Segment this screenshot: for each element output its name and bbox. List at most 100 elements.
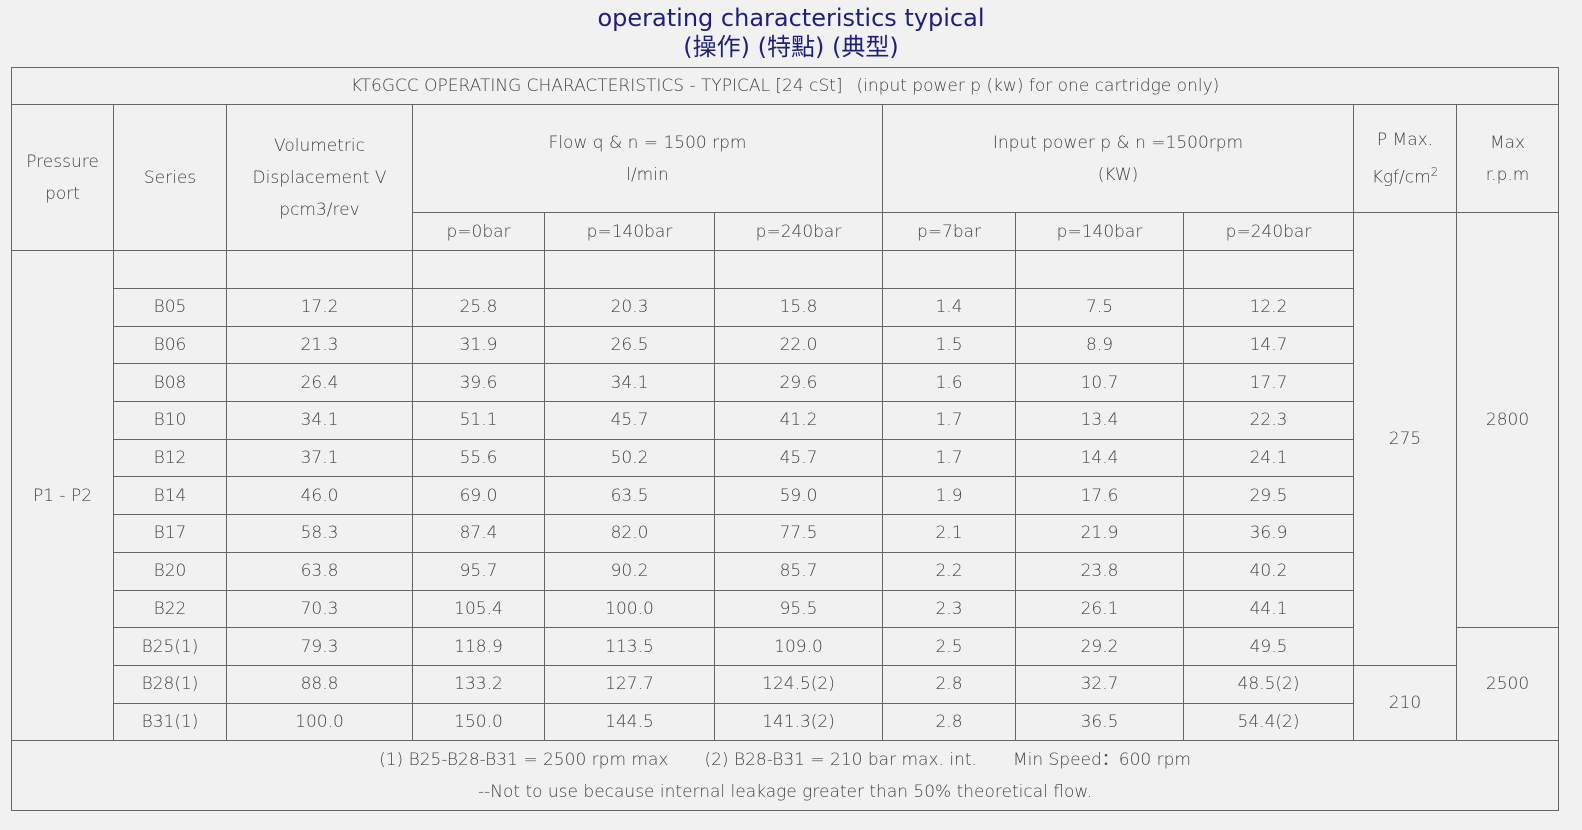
data-cell: 2.1 — [882, 514, 1016, 553]
cell-text: 44.1 — [1249, 598, 1288, 619]
cell-text: Input power p & n =1500rpm — [992, 132, 1244, 153]
p-max: 275 — [1353, 212, 1457, 666]
table-caption: KT6GCC OPERATING CHARACTERISTICS - TYPIC… — [10, 67, 1560, 105]
empty-cell — [544, 250, 715, 289]
data-cell: 1.6 — [882, 363, 1016, 403]
cell-text: 69.0 — [459, 485, 498, 506]
cell-text: 63.8 — [300, 561, 339, 582]
cell-text: p=0bar — [446, 221, 511, 242]
data-cell: 55.6 — [412, 438, 545, 478]
cell-text: 23.8 — [1080, 561, 1119, 582]
data-cell: B22 — [113, 589, 227, 629]
table-row: B10 34.1 51.1 45.7 41.2 1.7 13.4 22.3 — [12, 401, 1559, 440]
header-cell: Series — [113, 104, 227, 251]
data-cell: 1.7 — [882, 438, 1016, 478]
cell-text: 17.2 — [300, 297, 339, 318]
data-cell: 46.0 — [226, 476, 413, 516]
data-cell: 1.5 — [882, 325, 1016, 365]
cell-text: 210 — [1388, 693, 1422, 714]
cell-text: 36.9 — [1249, 523, 1288, 544]
cell-text: p=140bar — [586, 221, 673, 242]
data-cell: 85.7 — [714, 551, 883, 591]
data-cell: 79.3 — [226, 627, 413, 666]
cell-text: r.p.m — [1485, 164, 1530, 185]
cell-text: 34.1 — [300, 410, 339, 431]
header-cell: Input power p & n =1500rpm (KW) — [882, 104, 1354, 213]
empty-cell — [113, 250, 227, 289]
cell-text: Series — [143, 167, 197, 188]
data-cell: 95.7 — [412, 551, 545, 591]
cell-text: Min Speed：600 rpm — [1012, 749, 1191, 770]
table-row: B12 37.1 55.6 50.2 45.7 1.7 14.4 24.1 — [12, 438, 1559, 478]
sub-header: p=140bar — [544, 212, 715, 251]
data-cell: 7.5 — [1015, 288, 1184, 327]
cell-text: (input power p (kw) for one cartridge on… — [856, 76, 1220, 96]
data-cell: 59.0 — [714, 476, 883, 516]
data-cell: 100.0 — [544, 589, 715, 629]
cell-text: 26.4 — [300, 372, 339, 393]
cell-text: 31.9 — [459, 335, 498, 356]
empty-cell — [226, 250, 413, 289]
data-cell: 69.0 — [412, 476, 545, 516]
cell-text: 17.6 — [1080, 485, 1119, 506]
table-row: B28(1) 88.8 133.2 127.7 124.5(2) 2.8 32.7 48.5(… — [12, 664, 1559, 742]
data-cell: 144.5 — [544, 702, 715, 742]
data-cell: B05 — [113, 288, 227, 327]
cell-text: 70.3 — [300, 598, 339, 619]
cell-text: 14.4 — [1080, 448, 1119, 469]
cell-text: port — [45, 183, 80, 204]
sub-header: p=0bar — [412, 212, 545, 251]
data-cell: 26.4 — [226, 363, 413, 403]
cell-text: 95.5 — [779, 598, 818, 619]
data-cell: 58.3 — [226, 514, 413, 553]
p-max: 210 — [1353, 664, 1457, 742]
max-rpm: 2800 — [1455, 211, 1560, 629]
data-cell: 1.9 — [882, 476, 1016, 516]
cell-text: B12 — [153, 448, 187, 469]
cell-text: B14 — [153, 485, 187, 506]
cell-text: 48.5(2) — [1237, 674, 1300, 695]
data-cell: 22.0 — [714, 325, 883, 365]
data-cell: 49.5 — [1183, 627, 1354, 666]
data-cell: B14 — [113, 476, 227, 516]
data-cell: 21.9 — [1015, 514, 1184, 553]
cell-text: 37.1 — [300, 448, 339, 469]
data-cell: 95.5 — [714, 589, 883, 629]
cell-text: B10 — [153, 410, 187, 431]
cell-text: 54.4(2) — [1237, 711, 1300, 732]
data-cell: 17.2 — [226, 288, 413, 327]
table-row: B05 17.2 25.8 20.3 15.8 1.4 7.5 12.2 — [12, 288, 1559, 327]
header-cell: P Max. Kgf/cm2 — [1353, 104, 1457, 213]
data-cell: 34.1 — [544, 363, 715, 403]
header-cell: Flow q & n = 1500 rpm l/min — [412, 104, 883, 213]
cell-text: 1.7 — [935, 448, 963, 469]
cell-text: 21.9 — [1080, 523, 1119, 544]
cell-text: 141.3(2) — [762, 711, 835, 732]
data-cell: 10.7 — [1015, 363, 1184, 403]
unit-sup: 2 — [1430, 164, 1439, 179]
title-line: (操作) (特點) (典型) — [683, 33, 899, 61]
cell-text: B31(1) — [141, 711, 199, 732]
sub-header: p=140bar — [1015, 212, 1184, 251]
cell-text: 8.9 — [1085, 335, 1114, 356]
header-cell: Max r.p.m — [1455, 104, 1560, 213]
cell-text: 87.4 — [459, 523, 498, 544]
cell-text: 51.1 — [459, 410, 498, 431]
cell-text: 32.7 — [1080, 674, 1119, 695]
cell-text: 13.4 — [1080, 410, 1119, 431]
data-cell: 39.6 — [412, 363, 545, 403]
cell-text: 88.8 — [300, 674, 339, 695]
cell-text: p=140bar — [1056, 221, 1143, 242]
data-cell: B17 — [113, 514, 227, 553]
data-cell: 36.5 — [1015, 702, 1184, 742]
cell-text: p=240bar — [755, 221, 842, 242]
cell-text: 2.5 — [935, 636, 963, 657]
header-cell: Pressure port — [11, 104, 114, 251]
cell-text: 25.8 — [459, 297, 498, 318]
cell-text: 17.7 — [1249, 372, 1288, 393]
table-row: B25(1) 79.3 118.9 113.5 109.0 2.5 29.2 49.5 2500 — [12, 627, 1560, 742]
data-cell: 34.1 — [226, 401, 413, 440]
data-cell: 88.8 — [226, 664, 413, 704]
cell-text: p=240bar — [1225, 221, 1312, 242]
data-cell: 44.1 — [1183, 589, 1354, 629]
